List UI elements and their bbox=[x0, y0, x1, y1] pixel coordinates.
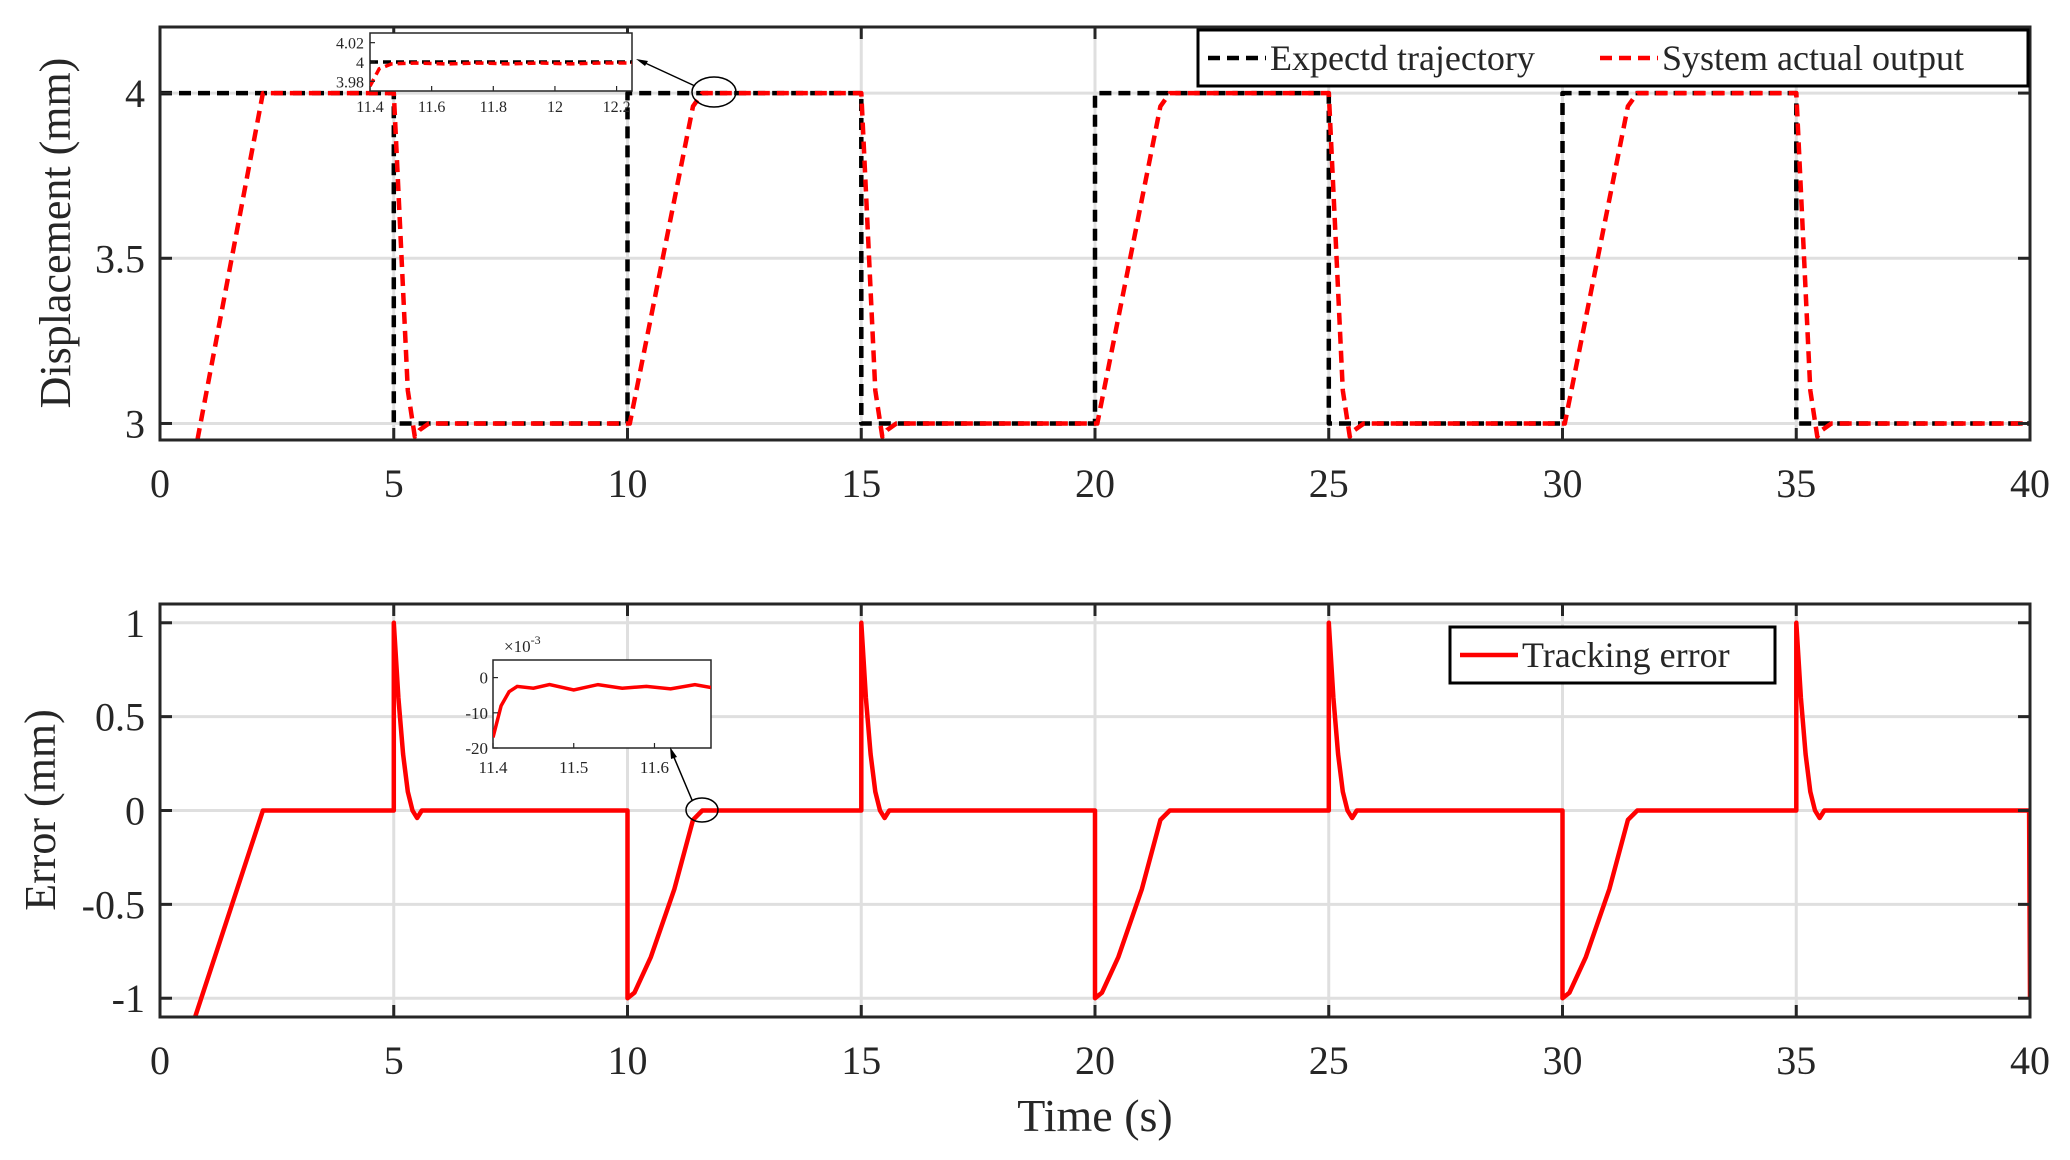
y-tick-label: -0.5 bbox=[82, 882, 145, 927]
x-tick-label: 40 bbox=[2010, 1038, 2050, 1083]
tracking-error-line bbox=[192, 620, 2030, 1017]
inset-scale-base: ×10 bbox=[504, 637, 531, 656]
system-actual-output-line bbox=[195, 90, 2030, 440]
series bbox=[160, 90, 2030, 440]
y-axis-label: Error (mm) bbox=[16, 709, 65, 911]
x-tick-label: 15 bbox=[841, 1038, 881, 1083]
x-tick-label: 5 bbox=[384, 1038, 404, 1083]
y-tick-label: 0 bbox=[125, 789, 145, 834]
inset-x-tick-label: 11.6 bbox=[640, 758, 669, 777]
inset-x-tick-label: 11.5 bbox=[559, 758, 588, 777]
x-axis-label: Time (s) bbox=[1017, 1090, 1173, 1141]
x-tick-label: 20 bbox=[1075, 1038, 1115, 1083]
y-tick-label: -1 bbox=[112, 976, 145, 1021]
inset-scale-exponent: -3 bbox=[531, 633, 541, 647]
zoom-arrowhead bbox=[670, 747, 677, 759]
inset-y-tick-label: 0 bbox=[480, 669, 489, 688]
legend-label-expected: Expectd trajectory bbox=[1270, 38, 1535, 78]
x-tick-label: 40 bbox=[2010, 461, 2050, 506]
inset-content: 11.4 11.6 11.8 12 12.2 4.02 4 3.98 bbox=[336, 36, 632, 116]
zoom-ellipse bbox=[691, 76, 737, 108]
y-tick-label: 4 bbox=[125, 71, 145, 116]
inset-frame bbox=[492, 659, 712, 749]
y-tick-label: 0.5 bbox=[95, 695, 145, 740]
x-tick-label: 20 bbox=[1075, 461, 1115, 506]
inset-content: 11.4 11.5 11.6 0 -10 -20 bbox=[465, 669, 711, 777]
x-tick-label: 30 bbox=[1543, 461, 1583, 506]
inset-x-tick-label: 12.2 bbox=[603, 99, 631, 116]
y-tick-label: 3.5 bbox=[95, 236, 145, 281]
y-tick-label: 3 bbox=[125, 401, 145, 446]
inset-y-tick-label: 4 bbox=[356, 55, 364, 72]
legend: Expectd trajectory System actual output bbox=[1196, 28, 2030, 88]
inset-series bbox=[370, 60, 632, 88]
x-tick-label: 30 bbox=[1543, 1038, 1583, 1083]
legend-label-actual: System actual output bbox=[1662, 38, 1964, 78]
inset-y-tick-label: -20 bbox=[465, 739, 488, 758]
inset-x-tick-label: 12 bbox=[547, 99, 563, 116]
inset-system-actual-output-line bbox=[370, 61, 632, 88]
inset-x-tick-label: 11.8 bbox=[480, 99, 507, 116]
legend-label-tracking-error: Tracking error bbox=[1522, 635, 1730, 675]
x-tick-label: 35 bbox=[1776, 461, 1816, 506]
x-tick-label: 10 bbox=[608, 461, 648, 506]
tick-labels: 0 5 10 15 20 25 30 35 40 1 0.5 0 -0.5 -1 bbox=[82, 601, 2050, 1083]
x-tick-label: 25 bbox=[1309, 461, 1349, 506]
inset-x-tick-label: 11.4 bbox=[356, 99, 383, 116]
y-axis-label: Displacement (mm) bbox=[31, 58, 80, 409]
legend-box bbox=[1196, 28, 2030, 88]
series bbox=[192, 620, 2030, 1017]
inset-x-tick-label: 11.6 bbox=[418, 99, 445, 116]
zoom-arrow bbox=[672, 754, 693, 801]
inset-scale-label: ×10-3 bbox=[504, 633, 541, 656]
inset-y-tick-label: -10 bbox=[465, 704, 488, 723]
legend: Tracking error bbox=[1448, 625, 1777, 685]
tick-labels: 0 5 10 15 20 25 30 35 40 3 3.5 4 bbox=[95, 27, 2050, 506]
x-tick-label: 15 bbox=[841, 461, 881, 506]
x-tick-label: 35 bbox=[1776, 1038, 1816, 1083]
zoom-inset: 11.4 11.5 11.6 0 -10 -20 ×10-3 bbox=[465, 633, 719, 823]
x-tick-label: 0 bbox=[150, 461, 170, 506]
zoom-ellipse bbox=[685, 797, 719, 823]
x-tick-label: 5 bbox=[384, 461, 404, 506]
inset-y-tick-label: 3.98 bbox=[336, 74, 364, 91]
inset-series bbox=[493, 682, 711, 738]
x-tick-label: 25 bbox=[1309, 1038, 1349, 1083]
zoom-arrowhead bbox=[636, 59, 648, 66]
inset-x-tick-label: 11.4 bbox=[478, 758, 508, 777]
inset-tracking-error-line bbox=[493, 682, 711, 738]
zoom-inset: 11.4 11.6 11.8 12 12.2 4.02 4 3.98 bbox=[336, 32, 737, 116]
inset-y-tick-label: 4.02 bbox=[336, 36, 364, 53]
x-tick-label: 10 bbox=[608, 1038, 648, 1083]
x-tick-label: 0 bbox=[150, 1038, 170, 1083]
error-chart: 0 5 10 15 20 25 30 35 40 1 0.5 0 -0.5 -1 Error (mm) T… bbox=[16, 601, 2050, 1141]
zoom-arrow bbox=[642, 61, 696, 87]
y-tick-label: 1 bbox=[125, 601, 145, 646]
